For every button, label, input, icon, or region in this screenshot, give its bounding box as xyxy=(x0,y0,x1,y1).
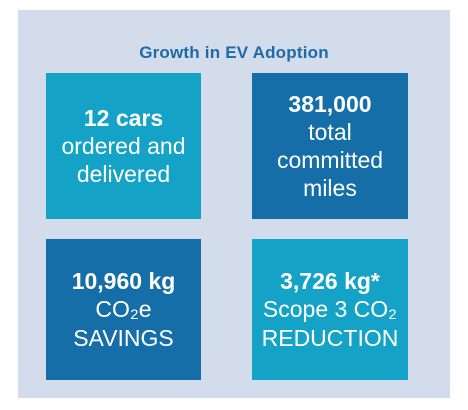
stat-caption-line: ordered and xyxy=(61,132,186,159)
stat-value: 381,000 xyxy=(288,90,372,117)
stat-caption-line: miles xyxy=(303,175,357,202)
stat-value: 3,726 kg* xyxy=(280,268,380,295)
stat-tile-reduction: 3,726 kg* Scope 3 CO₂ REDUCTION xyxy=(252,239,408,380)
stat-caption-line: SAVINGS xyxy=(73,324,174,351)
stat-caption-line: delivered xyxy=(76,161,171,188)
stat-caption-line: REDUCTION xyxy=(261,324,399,351)
stat-tile-savings: 10,960 kg CO₂e SAVINGS xyxy=(46,239,201,380)
stat-caption-line: total xyxy=(308,118,352,145)
stat-value: 10,960 kg xyxy=(71,268,176,295)
stat-tile-miles: 381,000 total committed miles xyxy=(252,73,408,219)
stat-caption-line: committed xyxy=(276,147,384,173)
stat-caption-line: Scope 3 CO₂ xyxy=(262,296,398,323)
infographic-title: Growth in EV Adoption xyxy=(139,43,329,62)
stat-tile-cars: 12 cars ordered and delivered xyxy=(46,73,201,219)
stat-caption-line: CO₂e xyxy=(95,296,152,323)
stat-value: 12 cars xyxy=(83,104,164,131)
